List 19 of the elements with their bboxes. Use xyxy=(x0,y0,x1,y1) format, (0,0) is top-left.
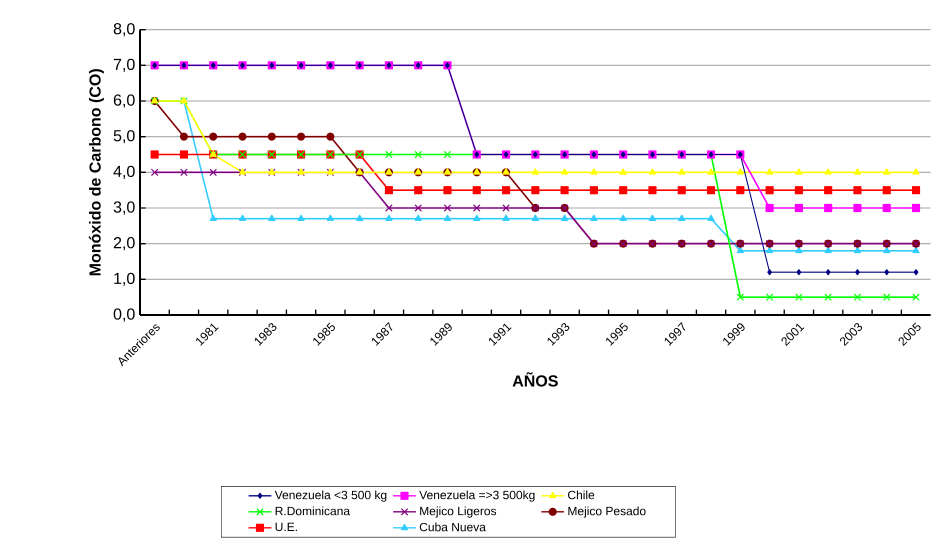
y-tick-label: 0,0 xyxy=(114,308,135,322)
y-axis-title: Monóxido de Carbono (CO) xyxy=(88,69,104,276)
y-tick-label: 1,0 xyxy=(114,272,135,286)
legend-label: Cuba Nueva xyxy=(420,522,486,532)
legend-label: Venezuela =>3 500kg xyxy=(419,490,535,502)
legend-label: Mejico Pesado xyxy=(568,506,646,518)
legend-label: Chile xyxy=(568,490,594,500)
legend-label: U.E. xyxy=(276,522,297,532)
y-tick-label: 3,0 xyxy=(114,201,135,215)
y-tick-label: 5,0 xyxy=(114,130,135,144)
legend-label: Venezuela <3 500 kg xyxy=(274,490,386,502)
y-tick-label: 6,0 xyxy=(114,94,135,108)
legend-label: R.Dominicana xyxy=(276,506,350,516)
legend-label: Mejico Ligeros xyxy=(420,506,496,518)
y-tick-label: 7,0 xyxy=(114,58,135,72)
y-tick-label: 4,0 xyxy=(113,166,135,179)
x-axis-title: AÑOS xyxy=(512,372,558,387)
y-tick-label: 2,0 xyxy=(114,237,135,250)
y-tick-label: 8,0 xyxy=(114,23,135,36)
